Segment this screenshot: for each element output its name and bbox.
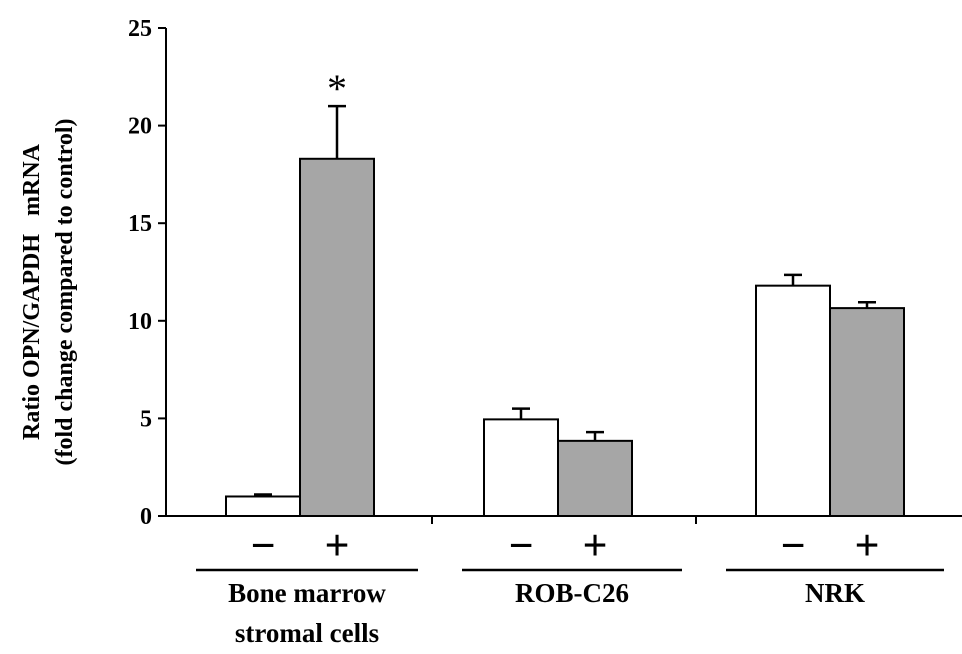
bar	[299, 157, 375, 517]
bar	[829, 307, 905, 517]
y-tick-label: 25	[128, 16, 152, 42]
y-tick-label: 0	[140, 504, 152, 530]
y-tick-label: 5	[140, 406, 152, 432]
bar	[755, 284, 831, 517]
y-axis-title-line: Ratio OPN/GAPDH mRNA	[19, 143, 45, 440]
group-label: ROB-C26	[515, 578, 629, 608]
y-tick-label: 20	[128, 114, 152, 140]
y-tick-label: 10	[128, 309, 152, 335]
condition-label: +	[582, 521, 607, 570]
condition-label: +	[324, 521, 349, 570]
y-axis-title-line: (fold change compared to control)	[52, 118, 78, 465]
y-tick-label: 15	[128, 211, 152, 237]
significance-marker: *	[327, 66, 347, 111]
group-label: NRK	[805, 578, 865, 608]
condition-label: −	[508, 521, 533, 570]
bar	[225, 495, 301, 518]
condition-label: +	[854, 521, 879, 570]
y-axis-label: Ratio OPN/GAPDH mRNA (fold change compare…	[19, 118, 78, 465]
axes	[158, 27, 962, 572]
group-label: stromal cells	[235, 618, 379, 648]
group-label: Bone marrow	[228, 578, 386, 608]
condition-label: −	[250, 521, 275, 570]
condition-label: −	[780, 521, 805, 570]
bar	[557, 439, 633, 517]
bars	[225, 104, 905, 518]
bar	[483, 418, 559, 518]
